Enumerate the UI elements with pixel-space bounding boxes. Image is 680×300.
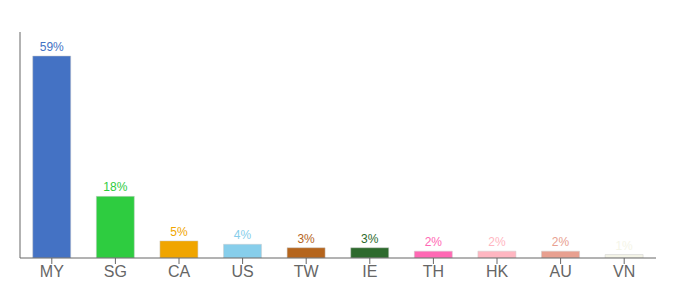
svg-text:AU: AU (549, 263, 571, 280)
svg-text:3%: 3% (361, 232, 379, 246)
svg-text:US: US (231, 263, 253, 280)
svg-text:5%: 5% (170, 225, 188, 239)
svg-text:2%: 2% (552, 235, 570, 249)
svg-text:SG: SG (104, 263, 127, 280)
svg-text:CA: CA (168, 263, 191, 280)
svg-text:TH: TH (423, 263, 444, 280)
svg-text:VN: VN (613, 263, 635, 280)
svg-text:59%: 59% (40, 40, 64, 54)
svg-text:2%: 2% (488, 235, 506, 249)
svg-text:18%: 18% (103, 180, 127, 194)
svg-text:2%: 2% (425, 235, 443, 249)
svg-text:HK: HK (486, 263, 509, 280)
svg-text:4%: 4% (234, 228, 252, 242)
svg-text:MY: MY (40, 263, 64, 280)
svg-text:1%: 1% (615, 239, 633, 253)
svg-text:3%: 3% (297, 232, 315, 246)
svg-text:IE: IE (362, 263, 377, 280)
svg-text:TW: TW (294, 263, 320, 280)
